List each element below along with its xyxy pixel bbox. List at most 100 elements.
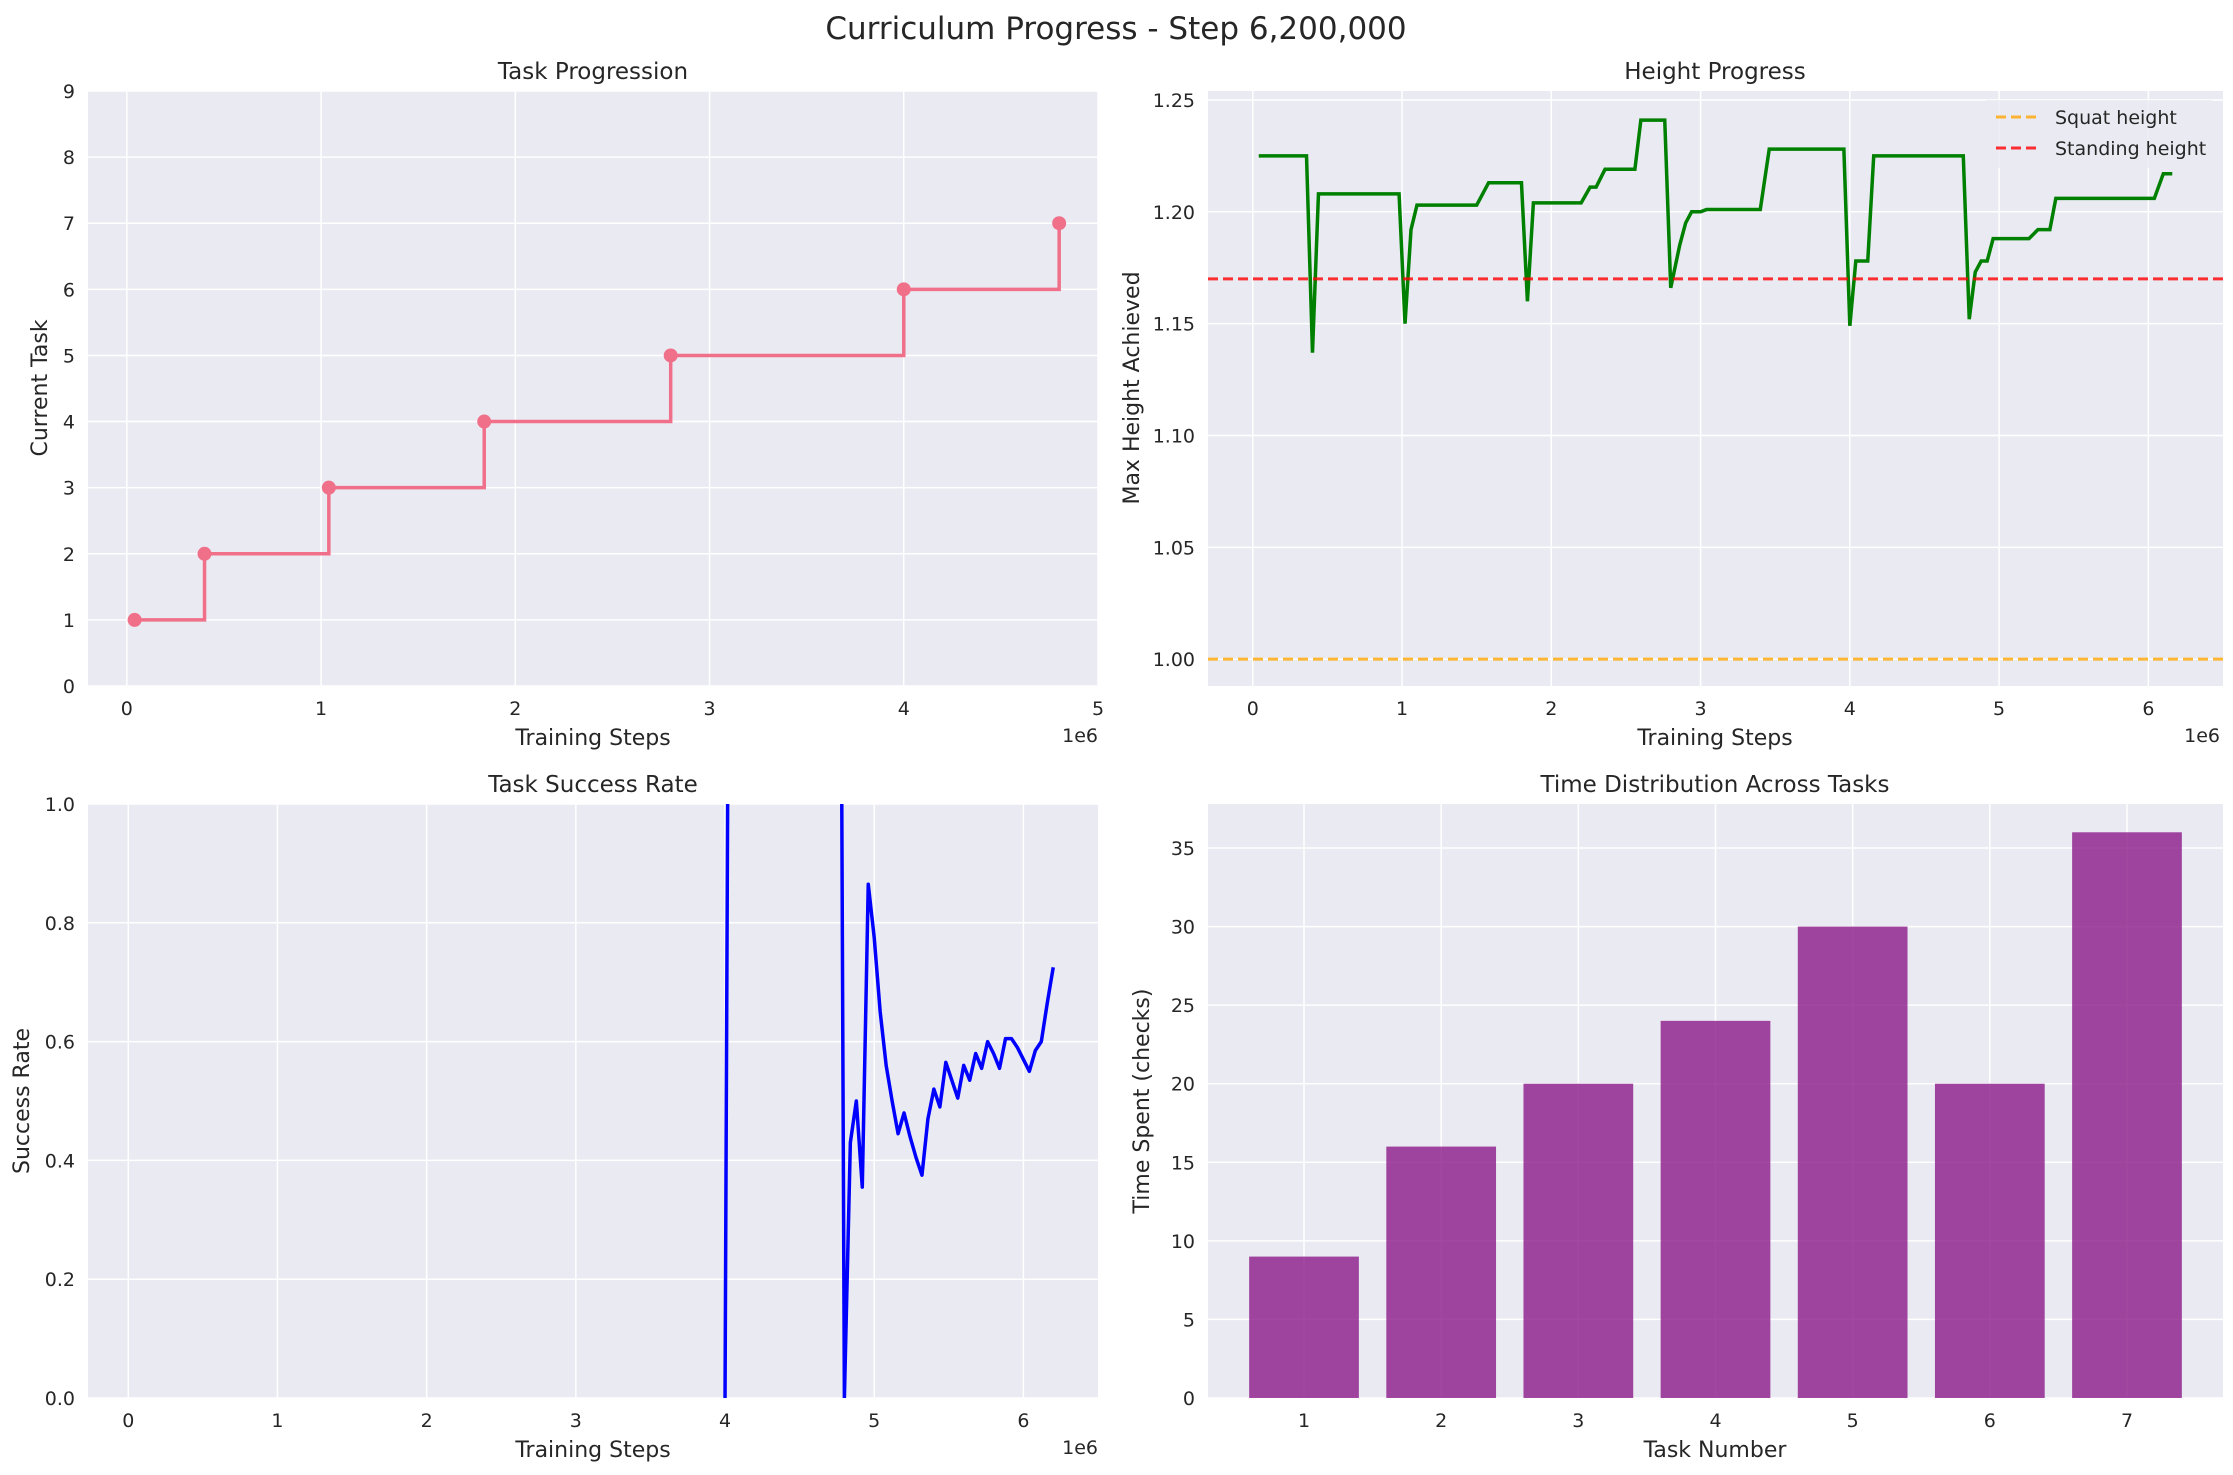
height-y-tick-label: 1.20 [1153, 202, 1195, 224]
time-x-tick-label: 1 [1298, 1410, 1310, 1432]
time-y-tick-label: 30 [1171, 917, 1195, 939]
height-legend: Squat height Standing height [1984, 100, 2214, 168]
height-plot-title: Height Progress [1624, 59, 1806, 85]
height-y-tick-label: 1.15 [1153, 314, 1195, 336]
height-y-tick-label: 1.10 [1153, 425, 1195, 447]
height-legend-box [1984, 100, 2214, 168]
task-y-tick-label: 4 [63, 412, 75, 434]
task-y-tick-label: 1 [63, 610, 75, 632]
task-marker [1052, 216, 1067, 231]
success-plot-area [88, 804, 1098, 1398]
legend-squat-label: Squat height [2055, 107, 2177, 129]
height-progress-panel: 0 1 2 3 4 5 6 1.00 1.05 1.10 1.15 1.20 1.25 Height P… [1120, 59, 2223, 751]
height-x-offset-label: 1e6 [2184, 725, 2220, 747]
time-distribution-panel: 0 5 10 15 20 25 30 35 1 2 3 4 5 6 7 Time Distribution … [1130, 772, 2223, 1463]
task-y-tick-label: 5 [63, 345, 75, 367]
task-y-tick-label: 8 [63, 147, 75, 169]
success-x-tick-label: 5 [868, 1410, 880, 1432]
task-x-tick-label: 4 [898, 698, 910, 720]
height-y-tick-label: 1.25 [1153, 90, 1195, 112]
task-marker [477, 414, 492, 429]
legend-standing-label: Standing height [2055, 138, 2206, 160]
success-y-tick-label: 1.0 [45, 794, 75, 816]
task-x-axis-label: Training Steps [514, 726, 670, 751]
task-plot-area [88, 91, 1098, 686]
time-x-tick-label: 6 [1984, 1410, 1996, 1432]
time-bar [1249, 1256, 1359, 1398]
time-x-tick-label: 7 [2121, 1410, 2133, 1432]
time-x-tick-label: 2 [1435, 1410, 1447, 1432]
success-y-tick-label: 0.0 [45, 1388, 75, 1410]
height-plot-area [1208, 91, 2223, 686]
success-plot-title: Task Success Rate [487, 772, 698, 798]
time-y-tick-label: 15 [1171, 1152, 1195, 1174]
task-marker [127, 612, 142, 627]
task-x-tick-label: 0 [121, 698, 133, 720]
task-y-tick-label: 3 [63, 478, 75, 500]
success-y-tick-label: 0.2 [45, 1269, 75, 1291]
height-y-tick-label: 1.00 [1153, 649, 1195, 671]
time-y-tick-label: 25 [1171, 995, 1195, 1017]
success-x-tick-label: 0 [122, 1410, 134, 1432]
task-x-tick-label: 3 [703, 698, 715, 720]
time-x-axis-label: Task Number [1643, 1438, 1788, 1463]
task-y-tick-label: 6 [63, 279, 75, 301]
height-x-tick-label: 3 [1695, 698, 1707, 720]
task-y-tick-label: 2 [63, 544, 75, 566]
success-y-tick-label: 0.8 [45, 913, 75, 935]
task-y-tick-label: 0 [63, 676, 75, 698]
time-x-tick-label: 3 [1572, 1410, 1584, 1432]
success-x-tick-label: 1 [271, 1410, 283, 1432]
time-y-tick-label: 20 [1171, 1074, 1195, 1096]
time-y-tick-label: 35 [1171, 838, 1195, 860]
task-x-tick-label: 2 [509, 698, 521, 720]
success-x-tick-label: 3 [570, 1410, 582, 1432]
success-x-offset-label: 1e6 [1062, 1437, 1098, 1459]
task-progression-panel: 0 1 2 3 4 5 0 1 2 3 4 5 6 7 8 9 Task Progression Traini… [28, 59, 1104, 751]
height-x-tick-label: 5 [1993, 698, 2005, 720]
success-x-axis-label: Training Steps [514, 1438, 670, 1463]
max-height-line [1258, 118, 2173, 353]
task-marker [197, 546, 212, 561]
height-y-tick-label: 1.05 [1153, 537, 1195, 559]
height-x-tick-label: 0 [1247, 698, 1259, 720]
task-success-panel: 0 1 2 3 4 5 6 0.0 0.2 0.4 0.6 0.8 1.0 Task Success R… [10, 772, 1098, 1463]
success-x-tick-label: 2 [421, 1410, 433, 1432]
task-x-tick-label: 5 [1092, 698, 1104, 720]
time-x-tick-label: 5 [1847, 1410, 1859, 1432]
time-bar [1523, 1083, 1634, 1398]
task-marker [663, 348, 678, 363]
time-y-axis-label: Time Spent (checks) [1130, 989, 1155, 1215]
height-x-tick-label: 2 [1545, 698, 1557, 720]
task-y-tick-label: 9 [63, 81, 75, 103]
figure-title: Curriculum Progress - Step 6,200,000 [825, 11, 1406, 47]
time-y-tick-label: 10 [1171, 1231, 1195, 1253]
time-bar [1934, 1083, 2045, 1398]
task-y-tick-label: 7 [63, 213, 75, 235]
task-marker [896, 282, 911, 297]
success-x-tick-label: 6 [1017, 1410, 1029, 1432]
task-plot-title: Task Progression [497, 59, 688, 85]
time-y-tick-label: 5 [1183, 1309, 1195, 1331]
task-marker [321, 480, 336, 495]
height-x-axis-label: Training Steps [1636, 726, 1792, 751]
success-x-tick-label: 4 [719, 1410, 731, 1432]
time-bar [1660, 1020, 1771, 1398]
success-y-axis-label: Success Rate [10, 1028, 35, 1174]
time-bar [1386, 1146, 1497, 1398]
success-y-tick-label: 0.6 [45, 1032, 75, 1054]
task-x-offset-label: 1e6 [1062, 725, 1098, 747]
success-y-tick-label: 0.4 [45, 1150, 75, 1172]
time-bar [1797, 926, 1908, 1398]
time-bar [2072, 832, 2182, 1398]
height-x-tick-label: 1 [1396, 698, 1408, 720]
success-rate-line [723, 804, 1055, 1398]
task-y-axis-label: Current Task [28, 319, 53, 456]
height-x-tick-label: 4 [1844, 698, 1856, 720]
height-x-tick-label: 6 [2142, 698, 2154, 720]
time-y-tick-label: 0 [1183, 1388, 1195, 1410]
task-x-tick-label: 1 [315, 698, 327, 720]
time-plot-title: Time Distribution Across Tasks [1540, 772, 1890, 798]
time-x-tick-label: 4 [1709, 1410, 1721, 1432]
height-y-axis-label: Max Height Achieved [1120, 271, 1145, 504]
